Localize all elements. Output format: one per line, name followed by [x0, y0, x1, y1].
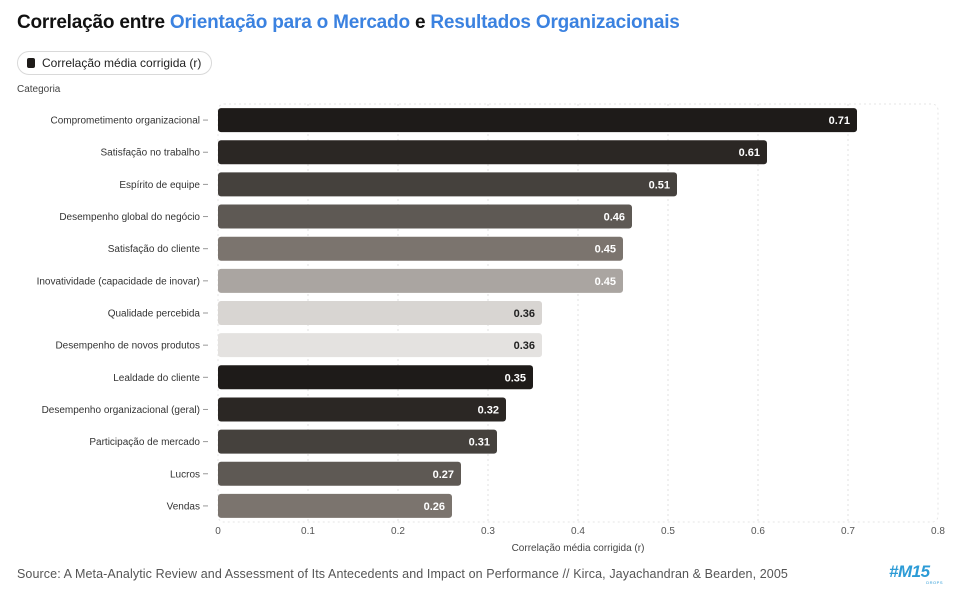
brand-logo: #M15 DROPS — [889, 563, 949, 587]
bar — [218, 365, 533, 390]
bar — [218, 108, 857, 133]
x-tick-label: 0.4 — [571, 526, 585, 537]
bar-value-label: 0.46 — [604, 212, 625, 224]
bar — [218, 461, 461, 486]
bar — [218, 493, 452, 518]
bar-value-label: 0.35 — [505, 372, 526, 384]
logo-subtext: DROPS — [926, 580, 943, 585]
x-tick-label: 0.6 — [751, 526, 765, 537]
bar — [218, 268, 623, 293]
bar — [218, 429, 497, 454]
category-label: Qualidade percebida — [108, 309, 201, 320]
bar-value-label: 0.36 — [514, 308, 535, 320]
category-label: Participação de mercado — [89, 437, 200, 448]
title-highlight-market-orientation: Orientação para o Mercado — [169, 12, 410, 33]
legend-swatch-icon — [27, 58, 35, 68]
bar — [218, 236, 623, 261]
bar-value-label: 0.51 — [649, 179, 670, 191]
legend-item[interactable]: Correlação média corrigida (r) — [17, 51, 213, 75]
x-tick-label: 0.7 — [841, 526, 855, 537]
bar-value-label: 0.45 — [595, 244, 616, 256]
category-label: Desempenho global do negócio — [59, 212, 200, 223]
category-label: Vendas — [167, 501, 200, 512]
x-axis-title: Correlação média corrigida (r) — [512, 543, 645, 554]
legend-label: Correlação média corrigida (r) — [42, 56, 202, 70]
bar-value-label: 0.36 — [514, 340, 535, 352]
bar — [218, 397, 506, 422]
bar-value-label: 0.31 — [469, 437, 490, 449]
bar-value-label: 0.26 — [424, 501, 445, 513]
bar-value-label: 0.45 — [595, 276, 616, 288]
x-tick-label: 0.2 — [391, 526, 405, 537]
bar-value-label: 0.71 — [829, 115, 850, 127]
x-tick-label: 0.8 — [931, 526, 945, 537]
bar — [218, 172, 677, 197]
bar — [218, 333, 542, 358]
x-tick-label: 0.3 — [481, 526, 495, 537]
plot-frame — [217, 103, 939, 523]
title-middle: e — [409, 12, 431, 33]
category-label: Comprometimento organizacional — [50, 116, 200, 127]
bar-value-label: 0.32 — [478, 404, 499, 416]
category-label: Lealdade do cliente — [113, 373, 200, 384]
source-citation: Source: A Meta-Analytic Review and Asses… — [17, 567, 788, 581]
chart-title: Correlação entre Orientação para o Merca… — [17, 12, 680, 34]
bar — [218, 301, 542, 325]
bar — [218, 204, 632, 229]
x-tick-label: 0 — [215, 526, 221, 537]
title-highlight-org-results: Resultados Organizacionais — [430, 12, 680, 33]
category-label: Lucros — [170, 469, 200, 480]
category-label: Satisfação no trabalho — [100, 148, 200, 159]
category-label: Desempenho organizacional (geral) — [42, 405, 200, 416]
title-prefix: Correlação entre — [17, 12, 170, 33]
category-label: Desempenho de novos produtos — [55, 341, 200, 352]
logo-text: #M15 — [889, 562, 930, 581]
x-tick-label: 0.1 — [301, 526, 315, 537]
category-axis-title: Categoria — [17, 84, 61, 95]
category-label: Satisfação do cliente — [108, 244, 201, 255]
bar-value-label: 0.27 — [433, 469, 454, 481]
bar-value-label: 0.61 — [739, 147, 760, 159]
x-tick-label: 0.5 — [661, 526, 675, 537]
bar — [218, 140, 767, 165]
category-label: Espírito de equipe — [119, 180, 200, 191]
category-label: Inovatividade (capacidade de inovar) — [37, 276, 200, 287]
